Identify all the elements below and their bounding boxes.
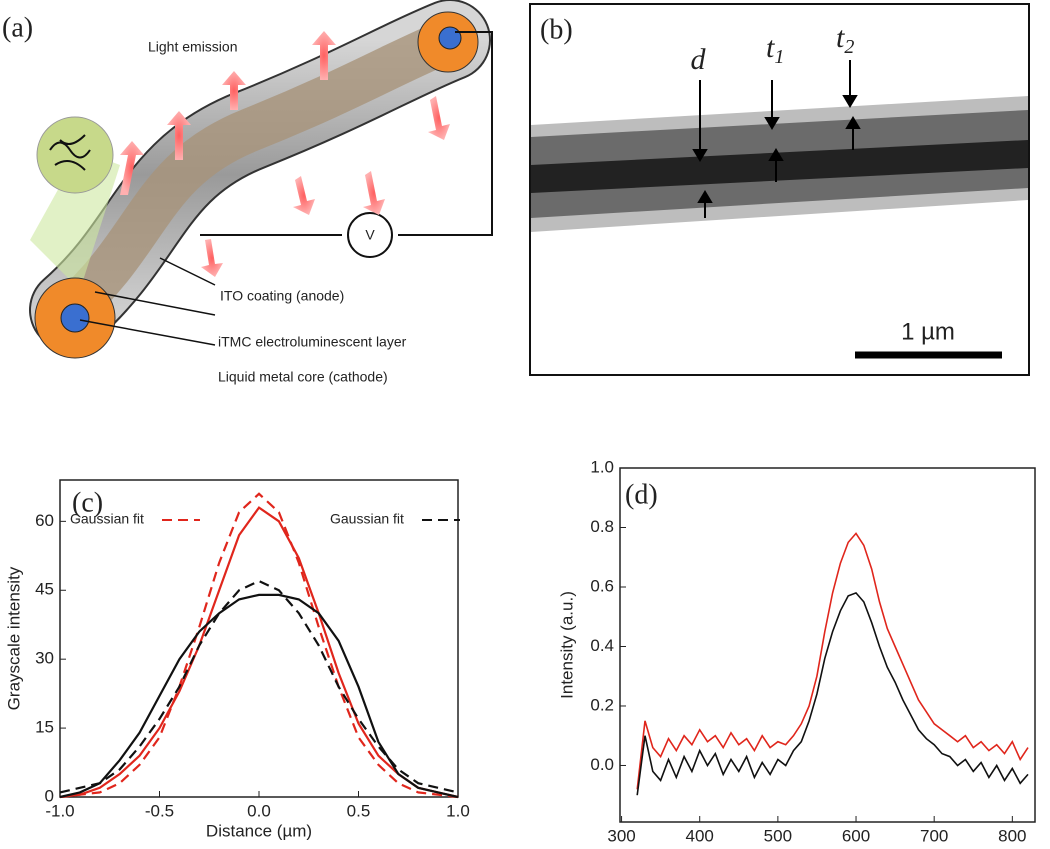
emission-arrows xyxy=(120,31,450,277)
data-line xyxy=(636,532,1029,790)
panel-label: (a) xyxy=(2,12,33,43)
legend-label: Gaussian fit xyxy=(70,511,144,527)
y-tick-label: 0.4 xyxy=(590,636,614,655)
label: t2 xyxy=(836,21,854,58)
panel-label: (c) xyxy=(72,487,103,518)
x-tick-label: -0.5 xyxy=(145,801,174,820)
label: t1 xyxy=(766,31,784,68)
legend-label: Gaussian fit xyxy=(330,511,404,527)
x-tick-label: 1.0 xyxy=(446,801,470,820)
emissive-layer xyxy=(55,19,459,327)
y-tick-label: 0.0 xyxy=(590,755,614,774)
data-line xyxy=(59,492,459,799)
x-tick-label: 0.5 xyxy=(347,801,371,820)
polymer xyxy=(49,134,91,171)
label: d xyxy=(691,43,707,76)
x-tick-label: 800 xyxy=(998,826,1026,845)
panel-label: (b) xyxy=(540,14,573,45)
label: Liquid metal core (cathode) xyxy=(218,369,388,385)
y-tick-label: 60 xyxy=(35,511,54,530)
y-tick-label: 15 xyxy=(35,718,54,737)
micrograph: 1 µm d t1 t2 (b) xyxy=(529,3,1030,376)
wire xyxy=(200,31,493,236)
x-tick-label: 500 xyxy=(764,826,792,845)
y-tick-label: 45 xyxy=(35,580,54,599)
core-end xyxy=(60,303,90,333)
data-line xyxy=(59,579,459,794)
x-tick-label: 300 xyxy=(607,826,635,845)
y-tick-label: 0.2 xyxy=(590,695,614,714)
data-line xyxy=(59,506,459,799)
voltmeter xyxy=(347,212,393,258)
y-tick-label: 0.8 xyxy=(590,517,614,536)
x-axis-label: Wavelength (nm) xyxy=(763,846,892,849)
subscript: 1 xyxy=(774,46,784,68)
label: t xyxy=(836,21,845,54)
y-tick-label: 30 xyxy=(35,649,54,668)
y-tick-label: 0 xyxy=(45,786,54,805)
x-tick-label: 600 xyxy=(842,826,870,845)
y-axis-label: Intensity (a.u.) xyxy=(557,591,576,699)
callout-lines xyxy=(79,257,216,346)
diagram: Light emission V ITO coating (anode) iTM… xyxy=(2,0,493,385)
x-tick-label: 700 xyxy=(920,826,948,845)
subscript: 2 xyxy=(844,36,854,58)
x-axis-label: Distance (µm) xyxy=(206,821,312,840)
label: ITO coating (anode) xyxy=(220,288,344,304)
y-axis-label: Grayscale intensity xyxy=(4,566,23,710)
chart: 300 400 500 600 700 800 0.0 0.2 0.4 0.6 0.8 1.0 Wave… xyxy=(557,457,1036,849)
label: V xyxy=(365,227,375,243)
y-tick-label: 0.6 xyxy=(590,576,614,595)
panel-label: (d) xyxy=(625,479,658,510)
x-tick-label: 400 xyxy=(686,826,714,845)
scale-label: 1 µm xyxy=(901,318,955,345)
y-tick-label: 1.0 xyxy=(590,457,614,476)
plot-frame xyxy=(619,467,1036,823)
core-layer xyxy=(531,140,1028,193)
data-line xyxy=(636,591,1029,796)
label: iTMC electroluminescent layer xyxy=(218,334,407,350)
plot-frame xyxy=(59,479,459,798)
core-end xyxy=(438,26,462,50)
x-tick-label: 0.0 xyxy=(247,801,271,820)
label: t xyxy=(766,31,775,64)
label: Light emission xyxy=(148,39,238,55)
chart: -1.0 -0.5 0.0 0.5 1.0 0 15 30 45 60 Distance (µm) G… xyxy=(4,479,470,840)
arrows xyxy=(692,60,861,218)
x-tick-label: -1.0 xyxy=(45,801,74,820)
